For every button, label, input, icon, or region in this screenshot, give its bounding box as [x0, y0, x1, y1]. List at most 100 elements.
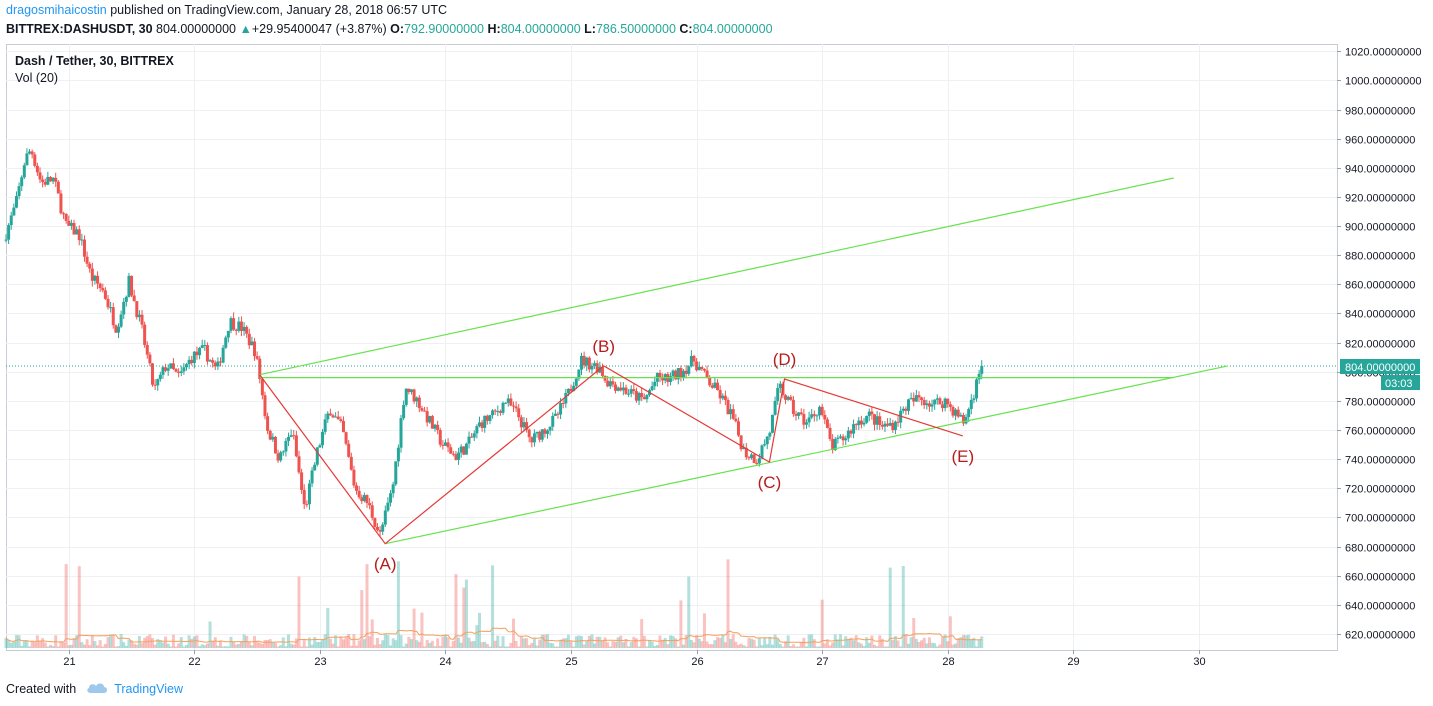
volume-bar — [760, 645, 764, 648]
volume-bar — [789, 646, 793, 648]
candle-body — [522, 422, 526, 428]
candle-body — [281, 451, 285, 453]
candle-body — [956, 409, 960, 417]
volume-bar — [645, 646, 649, 648]
candle-body — [532, 433, 536, 443]
volume-bar — [119, 634, 123, 648]
candle-body — [315, 447, 319, 465]
candle-body — [203, 345, 207, 347]
candle-body — [637, 392, 641, 401]
candle-body — [700, 366, 704, 370]
pane-title: Dash / Tether, 30, BITTREX — [15, 54, 175, 68]
volume-bar — [98, 640, 102, 648]
candle-body — [708, 377, 712, 386]
candle-body — [9, 215, 13, 226]
volume-bar — [668, 635, 672, 648]
candle-body — [969, 399, 973, 410]
price-axis[interactable]: 620.00000000 640.00000000 660.00000000 680.… — [1337, 47, 1421, 642]
candle-body — [381, 524, 385, 532]
y-tick-label: 720.00000000 — [1345, 484, 1415, 496]
volume-bar — [833, 634, 837, 648]
candle-body — [922, 399, 926, 406]
candle-body — [676, 368, 680, 380]
y-tick-label: 820.00000000 — [1345, 339, 1415, 351]
candle-body — [844, 438, 848, 441]
volume-bar — [90, 635, 94, 648]
candle-body — [535, 431, 539, 434]
volume-bar — [812, 639, 816, 648]
volume-bar — [318, 641, 322, 648]
volume-bar — [689, 639, 693, 648]
volume-bar — [705, 641, 709, 648]
volume-bar — [629, 642, 633, 648]
volume-bar — [4, 637, 8, 648]
volume-bar — [433, 646, 437, 648]
volume-bar — [166, 643, 170, 648]
volume-bar — [708, 644, 712, 648]
candle-body — [38, 172, 42, 180]
candle-body — [501, 402, 505, 413]
candle-body — [577, 369, 581, 379]
candle-body — [765, 436, 769, 445]
volume-bar — [763, 638, 767, 648]
candle-body — [56, 181, 60, 194]
candle-body — [85, 256, 89, 264]
volume-bar — [109, 634, 113, 648]
volume-bar — [150, 638, 154, 648]
volume-bar — [757, 637, 761, 648]
volume-bar — [7, 640, 11, 648]
candle-body — [399, 418, 403, 448]
volume-bar — [130, 640, 134, 648]
candle-body — [742, 447, 746, 450]
volume-bar — [569, 641, 573, 648]
y-tick-label: 660.00000000 — [1345, 572, 1415, 584]
candle-body — [760, 445, 764, 459]
candle-body — [551, 415, 555, 427]
last-price-tag: 804.00000000 03:03 — [1340, 359, 1420, 390]
y-tick-label: 680.00000000 — [1345, 543, 1415, 555]
candle-body — [833, 438, 837, 451]
candle-body — [347, 443, 351, 457]
candle-body — [412, 389, 416, 402]
volume-bar — [912, 618, 916, 648]
candle-body — [28, 151, 32, 154]
volume-bar — [907, 643, 911, 648]
volume-bar — [381, 640, 385, 648]
volume-bar — [386, 635, 390, 648]
grid-lines — [6, 44, 1337, 650]
candle-body — [373, 517, 377, 527]
tradingview-link[interactable]: TradingView — [114, 682, 183, 696]
candle-body — [318, 445, 322, 448]
volume-bar — [553, 646, 557, 648]
candle-body — [255, 356, 259, 359]
volume-bar — [321, 639, 325, 648]
author-link[interactable]: dragosmihaicostin — [6, 3, 107, 17]
volume-bar — [491, 565, 495, 648]
candle-body — [559, 403, 563, 415]
volume-bar — [260, 643, 264, 648]
candle-body — [893, 421, 897, 430]
candle-body — [43, 181, 47, 185]
y-tick-label: 880.00000000 — [1345, 251, 1415, 263]
volume-bar — [927, 637, 931, 648]
volume-bar — [671, 635, 675, 648]
candle-body — [179, 371, 183, 373]
volume-bar — [739, 643, 743, 648]
volume-bar — [443, 634, 447, 648]
time-axis[interactable]: 21 22 23 24 25 26 27 28 29 30 — [63, 650, 1206, 668]
volume-bar — [794, 646, 798, 648]
volume-bar — [177, 643, 181, 648]
volume-bar — [914, 638, 918, 648]
candle-body — [561, 403, 565, 405]
volume-bar — [875, 646, 879, 648]
candle-body — [702, 369, 706, 371]
volume-bar — [820, 599, 824, 648]
volume-bar — [642, 635, 646, 648]
volume-bar — [593, 643, 597, 648]
candle-body — [595, 363, 599, 373]
volume-bar — [684, 635, 688, 648]
y-tick-label: 840.00000000 — [1345, 309, 1415, 321]
volume-bar — [211, 640, 215, 648]
candle-body — [103, 290, 107, 299]
